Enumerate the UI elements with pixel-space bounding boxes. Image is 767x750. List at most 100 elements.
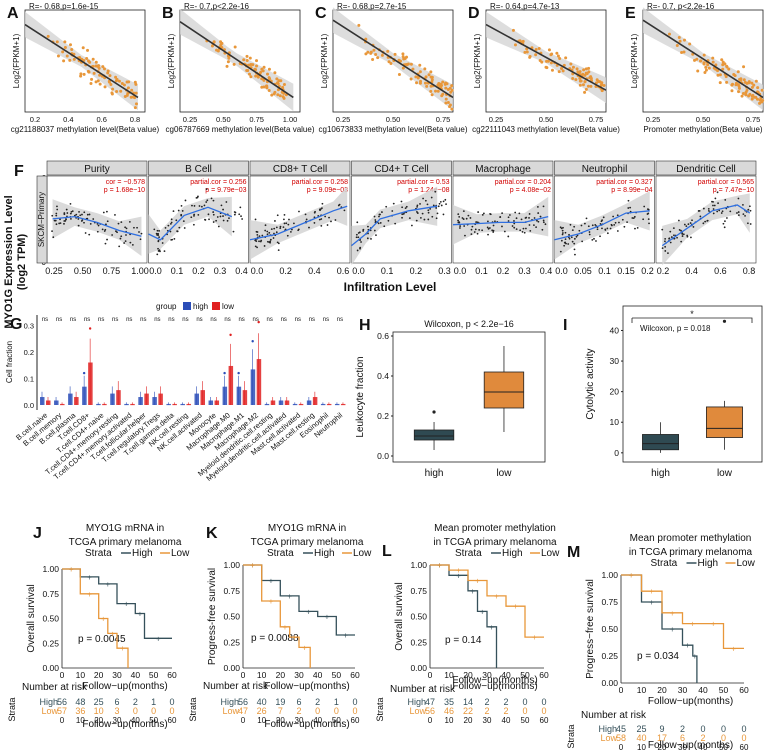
data-point xyxy=(673,237,676,240)
data-point xyxy=(704,220,707,223)
data-point xyxy=(55,212,58,215)
data-point xyxy=(254,74,258,78)
x-tick-label: 20 xyxy=(463,670,473,680)
box xyxy=(334,403,340,406)
risk-count-low: 0 xyxy=(721,733,726,743)
y-tick-label: 0.2 xyxy=(24,348,34,357)
data-point xyxy=(507,220,510,222)
data-point xyxy=(275,77,279,81)
significance-label: ns xyxy=(42,317,48,323)
data-point xyxy=(232,230,235,233)
data-point xyxy=(139,238,142,241)
data-point xyxy=(559,67,563,71)
data-point xyxy=(400,200,403,203)
x-tick-label: 60 xyxy=(739,685,749,695)
data-point xyxy=(424,75,428,79)
x-tick-label: 30 xyxy=(482,670,492,680)
data-point xyxy=(269,238,272,241)
legend-high: High xyxy=(502,548,523,559)
data-point xyxy=(677,35,681,39)
data-point xyxy=(297,229,300,232)
data-point xyxy=(167,224,170,227)
data-point xyxy=(444,97,448,101)
p-value: p = 8.99e−04 xyxy=(611,187,652,194)
x-tick-label: 0.25 xyxy=(336,115,351,124)
data-point xyxy=(682,233,685,236)
box xyxy=(284,400,290,405)
p-value: p = 7.47e−10 xyxy=(713,187,754,194)
risk-strata-label: Strata xyxy=(566,724,576,748)
data-point xyxy=(79,72,83,76)
risk-count-low: 0 xyxy=(315,706,320,716)
data-point xyxy=(677,219,680,222)
risk-x-tick: 30 xyxy=(483,716,492,725)
data-point xyxy=(180,213,183,216)
data-point xyxy=(46,34,50,38)
data-point xyxy=(758,101,762,105)
data-point xyxy=(569,62,573,66)
data-point xyxy=(436,89,440,93)
y-tick-label: 1.00 xyxy=(42,564,59,574)
data-point xyxy=(544,65,548,69)
box xyxy=(298,403,304,406)
data-point xyxy=(128,220,131,223)
data-point xyxy=(338,203,341,206)
data-point xyxy=(98,82,102,86)
data-point xyxy=(574,253,576,256)
data-point xyxy=(586,84,590,88)
data-point xyxy=(183,227,186,229)
risk-count-high: 6 xyxy=(114,697,119,707)
censor-mark: + xyxy=(670,625,675,634)
loess-curve xyxy=(554,210,650,241)
y-tick-label: 0.25 xyxy=(410,637,427,647)
data-point xyxy=(273,71,277,75)
data-point xyxy=(627,207,630,209)
data-point xyxy=(546,59,550,63)
data-point xyxy=(289,230,292,233)
panel-letter: F xyxy=(14,163,24,180)
risk-table-title: Number at risk xyxy=(203,681,269,692)
data-point xyxy=(594,224,597,226)
x-tick-label: 0 xyxy=(241,670,246,680)
data-point xyxy=(629,206,632,209)
risk-count-high: 48 xyxy=(75,697,85,707)
risk-count-low: 58 xyxy=(616,733,626,743)
data-point xyxy=(668,32,672,36)
data-point xyxy=(164,226,167,229)
y-tick-label: 0.2 xyxy=(377,411,389,421)
data-point xyxy=(355,236,358,239)
data-point xyxy=(576,70,580,74)
data-point xyxy=(573,248,576,251)
data-point xyxy=(258,240,260,243)
data-point xyxy=(273,227,276,230)
confidence-band xyxy=(250,186,348,260)
box xyxy=(172,403,177,406)
data-point xyxy=(704,65,708,69)
data-point xyxy=(298,210,300,213)
data-point xyxy=(106,220,109,223)
data-point xyxy=(120,235,123,238)
data-point xyxy=(745,81,749,85)
data-point xyxy=(750,97,754,101)
data-point xyxy=(259,70,263,74)
data-point xyxy=(426,203,429,206)
data-point xyxy=(55,40,59,44)
data-point xyxy=(712,208,715,210)
box xyxy=(228,365,234,405)
y-tick-label: 1.00 xyxy=(601,570,618,580)
data-point xyxy=(418,63,422,67)
data-point xyxy=(555,51,559,55)
x-tick-label: 10 xyxy=(257,670,267,680)
outlier xyxy=(257,320,260,324)
data-point xyxy=(581,240,584,243)
data-point xyxy=(409,77,413,81)
risk-count-high: 56 xyxy=(238,697,248,707)
x-tick-label: 30 xyxy=(678,685,688,695)
data-point xyxy=(537,220,540,223)
box xyxy=(130,403,135,406)
y-tick-label: 40 xyxy=(610,325,620,335)
x-tick-label: 0.4 xyxy=(63,115,73,124)
data-point xyxy=(91,57,95,61)
data-point xyxy=(102,211,105,214)
x-tick-label: 10 xyxy=(637,685,647,695)
